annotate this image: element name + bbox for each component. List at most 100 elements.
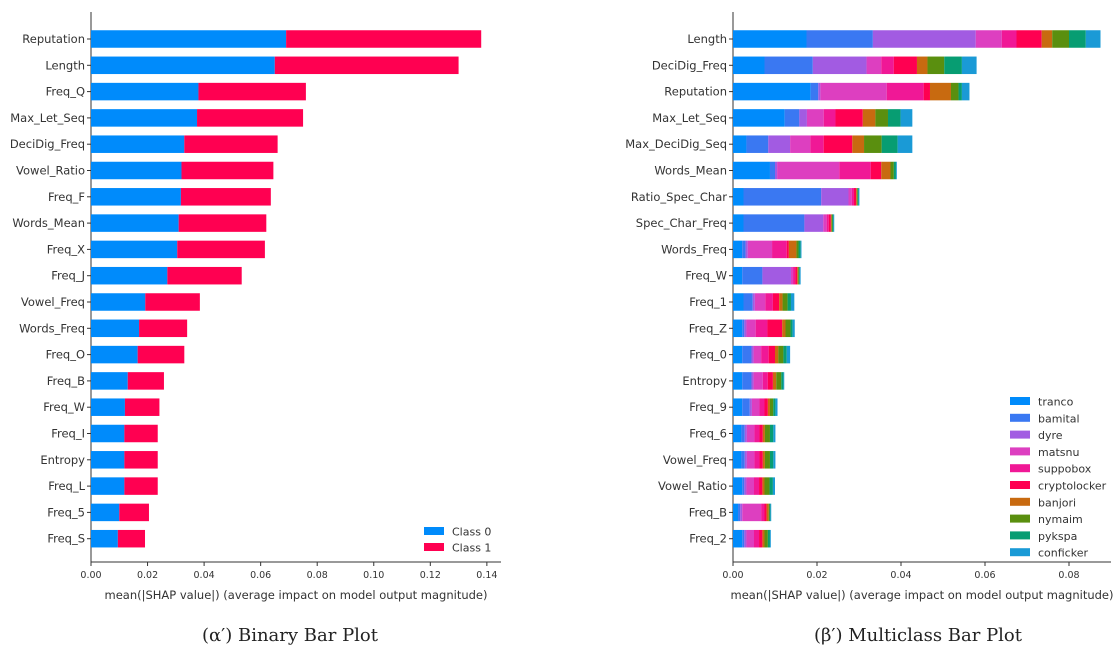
- bar-class-1: [184, 135, 278, 153]
- bar-conficker: [800, 240, 802, 259]
- bar-cryptolocker: [772, 293, 780, 311]
- bar-conficker: [769, 529, 771, 548]
- bar-nymaim: [778, 345, 784, 364]
- bar-conficker: [961, 82, 970, 101]
- category-label: Freq_2: [689, 532, 727, 546]
- bar-nymaim: [768, 503, 770, 522]
- bar-conficker: [895, 161, 897, 180]
- bar-pykspa: [958, 82, 962, 101]
- x-tick-label: 0.08: [1058, 570, 1079, 581]
- figure-caption: (α′) Binary Bar Plot: [202, 625, 379, 646]
- bar-class-1: [197, 109, 304, 127]
- bar-class-0: [91, 240, 178, 259]
- x-tick-label: 0.06: [974, 570, 995, 581]
- bar-matsnu: [806, 109, 824, 127]
- bar-tranco: [733, 293, 744, 311]
- bar-pykspa: [857, 188, 859, 206]
- legend-swatch: [424, 543, 444, 551]
- bar-class-0: [91, 345, 138, 364]
- bar-pykspa: [769, 451, 774, 469]
- x-tick-label: 0.02: [806, 570, 827, 581]
- bar-class-1: [124, 424, 158, 443]
- bar-class-0: [91, 266, 168, 285]
- bar-conficker: [773, 424, 776, 443]
- bar-dyre: [751, 345, 754, 364]
- bar-class-1: [137, 345, 185, 364]
- bar-suppobox: [772, 240, 787, 259]
- category-label: Freq_S: [47, 532, 85, 546]
- bar-bamital: [738, 503, 741, 522]
- legend-swatch: [424, 527, 444, 535]
- category-label: Vowel_Ratio: [658, 479, 727, 493]
- bar-class-1: [117, 529, 146, 548]
- bar-nymaim: [950, 82, 959, 101]
- x-tick-label: 0.00: [80, 570, 101, 581]
- bar-bamital: [742, 319, 745, 338]
- category-label: Ratio_Spec_Char: [631, 190, 727, 204]
- bar-dyre: [872, 30, 976, 48]
- bar-dyre: [744, 529, 747, 548]
- legend-swatch: [1010, 531, 1030, 540]
- category-label: Words_Freq: [661, 242, 727, 256]
- bar-tranco: [733, 161, 770, 180]
- bar-banjori: [782, 319, 786, 338]
- bar-class-1: [178, 214, 267, 232]
- bar-pykspa: [773, 398, 776, 416]
- bar-cryptolocker: [835, 109, 863, 127]
- legend-entry: suppobox: [1038, 463, 1092, 476]
- bar-nymaim: [764, 477, 770, 495]
- legend-swatch: [1010, 413, 1030, 422]
- bar-matsnu: [742, 503, 762, 522]
- legend-swatch: [1010, 397, 1030, 405]
- bar-cryptolocker: [767, 372, 773, 390]
- category-label: Vowel_Freq: [663, 453, 727, 467]
- bar-cryptolocker: [870, 161, 882, 180]
- bar-suppobox: [810, 135, 824, 153]
- category-label: Freq_B: [689, 505, 727, 519]
- bar-tranco: [733, 477, 743, 495]
- legend-entry: cryptolocker: [1038, 480, 1107, 493]
- bar-class-0: [91, 293, 146, 311]
- bar-banjori: [775, 345, 779, 364]
- bar-matsnu: [823, 214, 827, 232]
- bar-bamital: [742, 240, 746, 259]
- bar-matsnu: [975, 30, 1002, 48]
- bar-conficker: [900, 109, 913, 127]
- bar-pykspa: [787, 293, 791, 311]
- bar-nymaim: [798, 266, 799, 285]
- category-label: Entropy: [682, 374, 727, 388]
- bar-matsnu: [753, 372, 763, 390]
- category-label: Freq_Q: [46, 85, 85, 99]
- bar-class-0: [91, 161, 182, 180]
- bar-cryptolocker: [759, 451, 763, 469]
- bar-bamital: [743, 214, 805, 232]
- bar-class-1: [145, 293, 200, 311]
- x-tick-label: 0.10: [363, 570, 384, 581]
- figure-caption: (β′) Multiclass Bar Plot: [814, 625, 1023, 646]
- bar-cryptolocker: [768, 345, 775, 364]
- x-tick-label: 0.06: [250, 570, 271, 581]
- bar-pykspa: [769, 477, 773, 495]
- bar-cryptolocker: [923, 82, 930, 101]
- bar-nymaim: [764, 424, 770, 443]
- bar-pykspa: [1069, 30, 1086, 48]
- category-label: Freq_W: [685, 269, 727, 283]
- category-label: Length: [687, 32, 727, 46]
- bar-suppobox: [761, 345, 769, 364]
- bar-matsnu: [747, 240, 773, 259]
- bar-bamital: [810, 82, 819, 101]
- bar-cryptolocker: [795, 266, 798, 285]
- bar-class-0: [91, 451, 125, 469]
- category-label: Max_Let_Seq: [652, 111, 727, 125]
- bar-class-1: [124, 398, 160, 416]
- bar-conficker: [961, 56, 977, 75]
- bar-class-0: [91, 477, 125, 495]
- bar-matsnu: [848, 188, 852, 206]
- bar-pykspa: [790, 319, 793, 338]
- bar-cryptolocker: [786, 240, 789, 259]
- bar-tranco: [733, 424, 742, 443]
- bar-matsnu: [746, 529, 754, 548]
- bar-banjori: [852, 135, 865, 153]
- bar-cryptolocker: [759, 477, 763, 495]
